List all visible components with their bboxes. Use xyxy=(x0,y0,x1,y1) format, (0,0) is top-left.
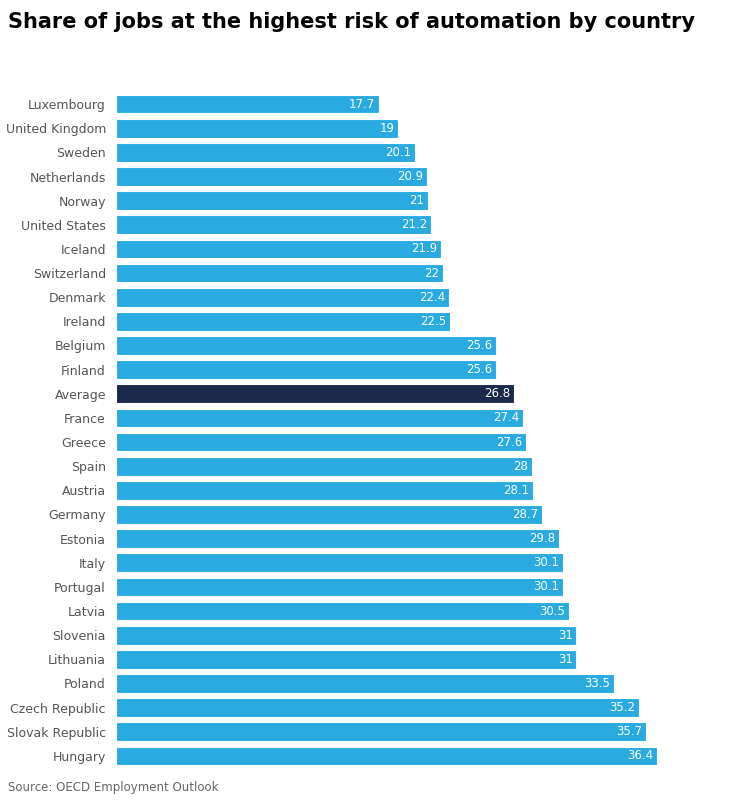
Text: 29.8: 29.8 xyxy=(529,532,555,545)
Bar xyxy=(116,722,646,742)
Text: Share of jobs at the highest risk of automation by country: Share of jobs at the highest risk of aut… xyxy=(8,12,695,32)
Text: 27.6: 27.6 xyxy=(496,435,522,449)
Bar xyxy=(116,457,532,476)
Text: 28: 28 xyxy=(514,460,528,473)
Text: 28.7: 28.7 xyxy=(512,508,538,521)
Text: 25.6: 25.6 xyxy=(466,339,493,352)
Bar xyxy=(116,191,428,210)
Text: 21.2: 21.2 xyxy=(401,218,427,231)
Bar xyxy=(116,481,533,500)
Text: 20.9: 20.9 xyxy=(397,170,423,183)
Text: 22: 22 xyxy=(424,266,439,279)
Bar xyxy=(116,505,542,524)
Bar xyxy=(116,626,577,645)
Bar xyxy=(116,264,443,282)
Text: 22.5: 22.5 xyxy=(421,315,447,328)
Text: 30.1: 30.1 xyxy=(533,581,559,594)
Text: 26.8: 26.8 xyxy=(484,387,511,400)
Text: 19: 19 xyxy=(380,122,395,134)
Text: 31: 31 xyxy=(558,653,573,666)
Bar xyxy=(116,650,577,669)
Text: 36.4: 36.4 xyxy=(627,750,653,762)
Bar xyxy=(116,143,415,162)
Bar xyxy=(116,409,523,427)
Text: 30.5: 30.5 xyxy=(539,605,566,618)
Text: 30.1: 30.1 xyxy=(533,556,559,570)
Bar xyxy=(116,530,559,548)
Bar xyxy=(116,674,614,693)
Text: 21.9: 21.9 xyxy=(412,242,438,255)
Text: 35.7: 35.7 xyxy=(617,726,643,738)
Text: 31: 31 xyxy=(558,629,573,642)
Bar xyxy=(116,554,563,572)
Text: 27.4: 27.4 xyxy=(493,411,520,425)
Text: 33.5: 33.5 xyxy=(584,677,610,690)
Text: 28.1: 28.1 xyxy=(504,484,529,497)
Text: 25.6: 25.6 xyxy=(466,363,493,376)
Bar xyxy=(116,360,496,379)
Bar xyxy=(116,578,563,596)
Text: 22.4: 22.4 xyxy=(419,290,445,304)
Bar xyxy=(116,433,526,451)
Bar xyxy=(116,312,451,330)
Bar xyxy=(116,746,656,766)
Bar xyxy=(116,602,569,621)
Bar xyxy=(116,167,427,186)
Bar xyxy=(116,698,639,717)
Bar xyxy=(116,118,398,138)
Bar xyxy=(116,384,514,403)
Bar xyxy=(116,215,431,234)
Bar xyxy=(116,288,449,306)
Text: 35.2: 35.2 xyxy=(609,701,635,714)
Bar xyxy=(116,94,379,114)
Text: Source: OECD Employment Outlook: Source: OECD Employment Outlook xyxy=(8,781,218,794)
Text: 17.7: 17.7 xyxy=(349,98,376,110)
Text: 20.1: 20.1 xyxy=(385,146,411,159)
Bar xyxy=(116,239,442,258)
Text: 21: 21 xyxy=(409,194,424,207)
Bar xyxy=(116,336,496,355)
